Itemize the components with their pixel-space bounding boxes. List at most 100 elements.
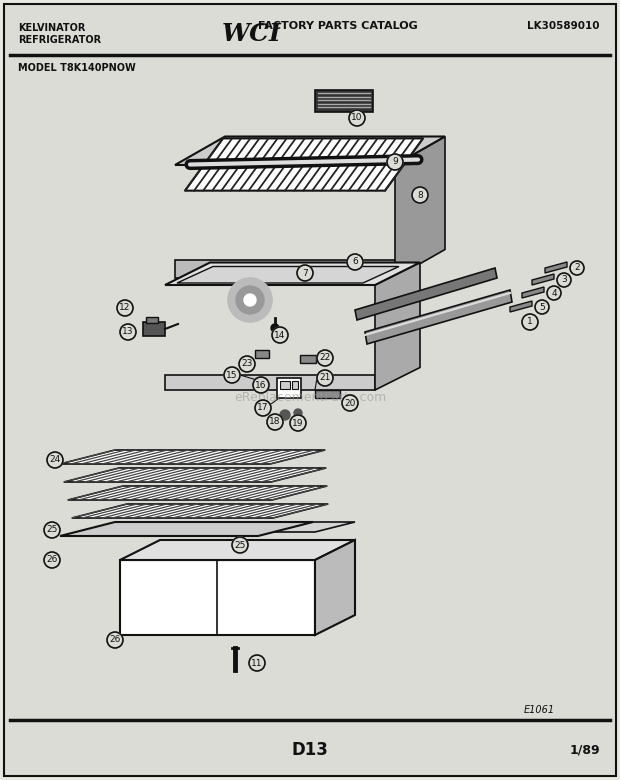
Circle shape <box>47 452 63 468</box>
Circle shape <box>294 409 302 417</box>
Text: 15: 15 <box>226 370 237 380</box>
Circle shape <box>117 300 133 316</box>
Polygon shape <box>375 263 420 390</box>
Text: E1061: E1061 <box>524 705 555 715</box>
Text: 25: 25 <box>234 541 246 549</box>
Circle shape <box>342 395 358 411</box>
Circle shape <box>244 294 256 306</box>
Text: 10: 10 <box>352 114 363 122</box>
Bar <box>255 350 269 358</box>
FancyBboxPatch shape <box>4 4 616 776</box>
Polygon shape <box>165 263 420 285</box>
Polygon shape <box>120 540 355 560</box>
Polygon shape <box>532 274 554 285</box>
Circle shape <box>535 300 549 314</box>
Circle shape <box>272 327 288 343</box>
Circle shape <box>232 537 248 553</box>
Text: 21: 21 <box>319 374 330 382</box>
Circle shape <box>267 414 283 430</box>
Text: 6: 6 <box>352 257 358 267</box>
Bar <box>292 381 298 389</box>
Text: 9: 9 <box>392 158 398 166</box>
Text: 13: 13 <box>122 328 134 336</box>
Text: 25: 25 <box>46 526 58 534</box>
Circle shape <box>253 377 269 393</box>
Text: 20: 20 <box>344 399 356 407</box>
Text: 8: 8 <box>417 190 423 200</box>
Circle shape <box>224 367 240 383</box>
Text: FACTORY PARTS CATALOG: FACTORY PARTS CATALOG <box>258 21 418 31</box>
Circle shape <box>44 552 60 568</box>
Circle shape <box>280 410 290 420</box>
Circle shape <box>317 350 333 366</box>
Bar <box>315 390 340 398</box>
Text: 22: 22 <box>319 353 330 363</box>
Polygon shape <box>177 267 399 283</box>
Polygon shape <box>545 262 567 273</box>
Polygon shape <box>522 287 544 298</box>
Text: 1: 1 <box>527 317 533 327</box>
Circle shape <box>557 273 571 287</box>
Text: 2: 2 <box>574 264 580 272</box>
Circle shape <box>522 314 538 330</box>
Circle shape <box>349 110 365 126</box>
Text: 26: 26 <box>46 555 58 565</box>
Circle shape <box>317 370 333 386</box>
Bar <box>277 378 301 398</box>
Text: 26: 26 <box>109 636 121 644</box>
Bar <box>143 322 165 336</box>
Polygon shape <box>365 290 512 344</box>
Text: 23: 23 <box>241 360 253 368</box>
Circle shape <box>570 261 584 275</box>
Bar <box>280 381 290 389</box>
Circle shape <box>271 324 279 332</box>
Circle shape <box>239 356 255 372</box>
Bar <box>146 317 158 323</box>
Text: 12: 12 <box>119 303 131 313</box>
Circle shape <box>120 324 136 340</box>
Circle shape <box>412 187 428 203</box>
Polygon shape <box>72 504 328 518</box>
Text: KELVINATOR: KELVINATOR <box>18 23 86 33</box>
Text: 4: 4 <box>551 289 557 297</box>
Text: 7: 7 <box>302 268 308 278</box>
Text: 19: 19 <box>292 419 304 427</box>
Text: MODEL T8K140PNOW: MODEL T8K140PNOW <box>18 63 136 73</box>
Bar <box>300 355 316 363</box>
Text: 3: 3 <box>561 275 567 285</box>
Text: D13: D13 <box>291 741 329 759</box>
Text: REFRIGERATOR: REFRIGERATOR <box>18 35 101 45</box>
Circle shape <box>228 278 272 322</box>
Polygon shape <box>175 136 445 165</box>
Circle shape <box>297 265 313 281</box>
Circle shape <box>107 632 123 648</box>
Text: 1/89: 1/89 <box>569 743 600 757</box>
Circle shape <box>249 655 265 671</box>
Polygon shape <box>68 486 327 500</box>
Polygon shape <box>165 375 375 390</box>
Circle shape <box>547 286 561 300</box>
Polygon shape <box>60 450 325 464</box>
Text: WCI: WCI <box>222 22 281 46</box>
Circle shape <box>255 400 271 416</box>
Text: 24: 24 <box>50 456 61 465</box>
Polygon shape <box>60 522 313 536</box>
Bar <box>120 560 315 635</box>
Text: 11: 11 <box>251 658 263 668</box>
Text: 17: 17 <box>257 403 268 413</box>
Circle shape <box>44 522 60 538</box>
Text: 18: 18 <box>269 417 281 427</box>
Text: LK30589010: LK30589010 <box>528 21 600 31</box>
Polygon shape <box>395 136 445 278</box>
Circle shape <box>290 415 306 431</box>
Bar <box>315 90 373 112</box>
Text: 16: 16 <box>255 381 267 389</box>
Polygon shape <box>315 540 355 635</box>
Polygon shape <box>185 138 423 190</box>
Polygon shape <box>510 301 532 312</box>
Polygon shape <box>175 260 395 278</box>
Polygon shape <box>64 468 326 482</box>
Circle shape <box>387 154 403 170</box>
Circle shape <box>347 254 363 270</box>
Text: 5: 5 <box>539 303 545 311</box>
